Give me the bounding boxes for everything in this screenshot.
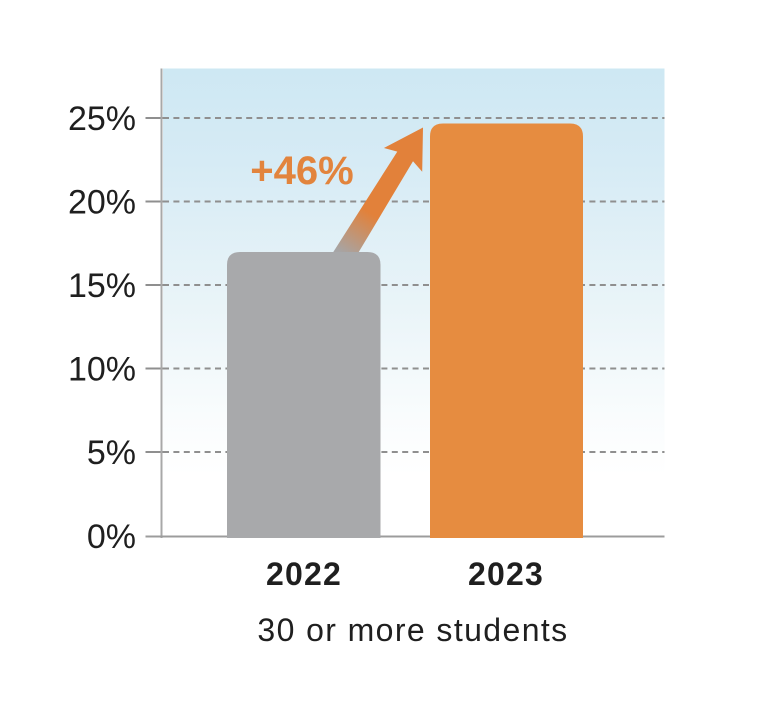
- svg-text:2023: 2023: [468, 556, 544, 592]
- svg-text:30 or more students: 30 or more students: [257, 612, 568, 648]
- svg-text:20%: 20%: [68, 184, 136, 222]
- svg-text:0%: 0%: [87, 518, 136, 556]
- svg-text:2022: 2022: [266, 556, 342, 592]
- svg-text:5%: 5%: [87, 434, 136, 472]
- svg-text:25%: 25%: [68, 100, 136, 138]
- svg-text:15%: 15%: [68, 267, 136, 305]
- svg-text:+46%: +46%: [250, 149, 353, 193]
- svg-text:10%: 10%: [68, 351, 136, 389]
